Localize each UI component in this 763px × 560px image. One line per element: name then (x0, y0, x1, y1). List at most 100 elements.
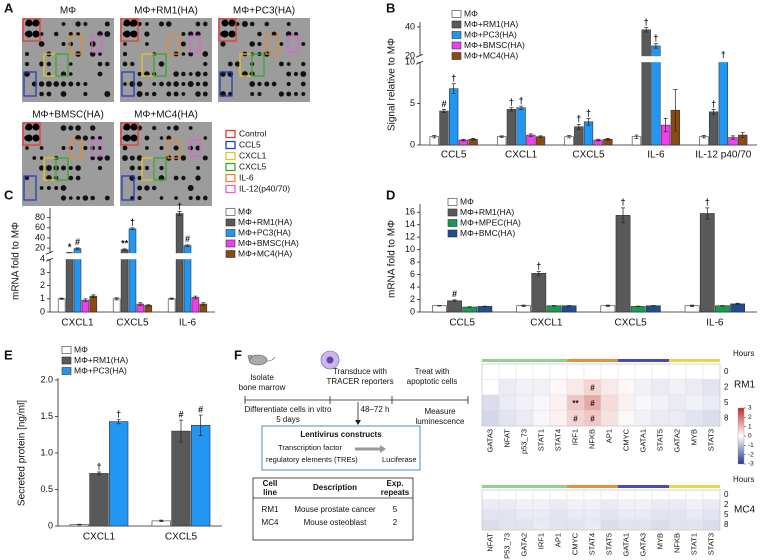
blot-dot (123, 30, 131, 38)
legend-label: MΦ (460, 196, 474, 206)
error-bar (59, 297, 64, 300)
heatmap-frame (481, 363, 721, 427)
error-bar (177, 211, 182, 216)
blot-dot (203, 71, 208, 77)
heatmap-cell (566, 379, 585, 396)
error-bar (673, 89, 678, 132)
blot-dot (32, 30, 40, 38)
blot-dot (75, 165, 81, 171)
blot-dot (68, 31, 73, 37)
significance: † (653, 33, 658, 43)
blot-dot (300, 81, 306, 87)
legend-label: MΦ+RM1(HA) (460, 207, 514, 217)
error-bar (605, 138, 610, 141)
blot-dot (75, 81, 81, 87)
blot-box (120, 18, 139, 42)
group-stripe (635, 359, 652, 362)
bar (462, 306, 478, 313)
colorbar-label: 2 (748, 414, 752, 421)
panel-letter: E (4, 347, 13, 362)
blot-dot (159, 145, 164, 151)
blot-dot (286, 91, 292, 97)
legend-swatch (225, 140, 236, 150)
legend-swatch (61, 367, 72, 375)
blot-dot (69, 62, 73, 66)
blot-dot (45, 165, 52, 171)
group-stripe (567, 485, 584, 488)
hours-label: Hours (733, 349, 754, 358)
timeline-label: 48–72 h (361, 405, 390, 414)
blot-dot (90, 135, 95, 141)
blot-dot (137, 195, 142, 201)
legend-swatch (225, 184, 236, 194)
colorbar-label: -1 (748, 442, 754, 449)
blot-box (23, 71, 37, 97)
x-tick-label: CCL5 (449, 318, 475, 329)
group-stripe (584, 485, 601, 488)
table-cell: MC4 (262, 518, 279, 527)
legend-label: MΦ (238, 206, 252, 216)
blot-dot (145, 22, 149, 26)
heatmap-cell (600, 509, 619, 521)
blot-box (120, 122, 139, 146)
table-header: Cell (263, 479, 278, 488)
heatmap-cell (600, 519, 619, 531)
blot-dot (136, 91, 143, 97)
colorbar-label: -2 (748, 451, 754, 458)
blot-title: MΦ+BMSC(HA) (32, 110, 104, 121)
heatmap-cell (634, 509, 653, 521)
row-label: 5 (724, 398, 729, 407)
heatmap-cell (685, 394, 704, 411)
y-axis-label: mRNA fold to MΦ (387, 220, 398, 298)
blot-dot (89, 41, 96, 47)
group-stripe (516, 485, 533, 488)
bar (57, 298, 66, 313)
blot-dot (202, 195, 208, 201)
blot-dot (60, 71, 67, 77)
y-tick-label: 16 (405, 207, 415, 217)
heatmap-cell (566, 519, 585, 531)
bar (645, 305, 661, 313)
blot-dot (180, 155, 187, 161)
column-label: P53_73 (502, 533, 511, 559)
blot-dot (158, 61, 165, 67)
bar (641, 29, 651, 146)
blot-dot (104, 21, 110, 27)
blot-dot (97, 61, 103, 67)
error-bar (441, 109, 446, 114)
table-header: Description (313, 483, 357, 492)
blot-dot (38, 41, 45, 47)
blot-dot (45, 81, 52, 87)
blot-dot (173, 71, 179, 77)
panel-letter: B (386, 0, 395, 15)
panel-letter: D (386, 187, 395, 202)
blot-dot (195, 21, 201, 27)
heatmap-cell (566, 363, 585, 380)
blot-dot (104, 91, 111, 97)
blot-dot (46, 61, 52, 67)
legend-swatch (225, 173, 236, 183)
blot-dot (173, 145, 179, 151)
bar (477, 306, 493, 313)
heatmap-cell (634, 394, 653, 411)
blot-dot (286, 62, 291, 66)
blot-dot (202, 155, 208, 161)
blot-dot (60, 125, 67, 131)
blot-dot (61, 165, 66, 171)
bar (89, 473, 109, 527)
blot-dot (271, 81, 277, 87)
legend-label: MΦ+MPEC(HA) (460, 217, 521, 227)
error-bar (67, 252, 72, 254)
heatmap-cell (651, 509, 670, 521)
blot-dot (144, 135, 150, 141)
blot-dot (137, 175, 142, 181)
group-stripe (635, 485, 652, 488)
blot-dot (137, 185, 143, 191)
blot-dot (98, 52, 102, 56)
blot-dot (75, 175, 81, 181)
error-bar (114, 297, 119, 301)
blot-dot (203, 136, 208, 140)
blot-dot (152, 82, 157, 86)
heatmap-cell (515, 489, 534, 501)
table-cell: Mouse prostate cancer (294, 505, 376, 514)
